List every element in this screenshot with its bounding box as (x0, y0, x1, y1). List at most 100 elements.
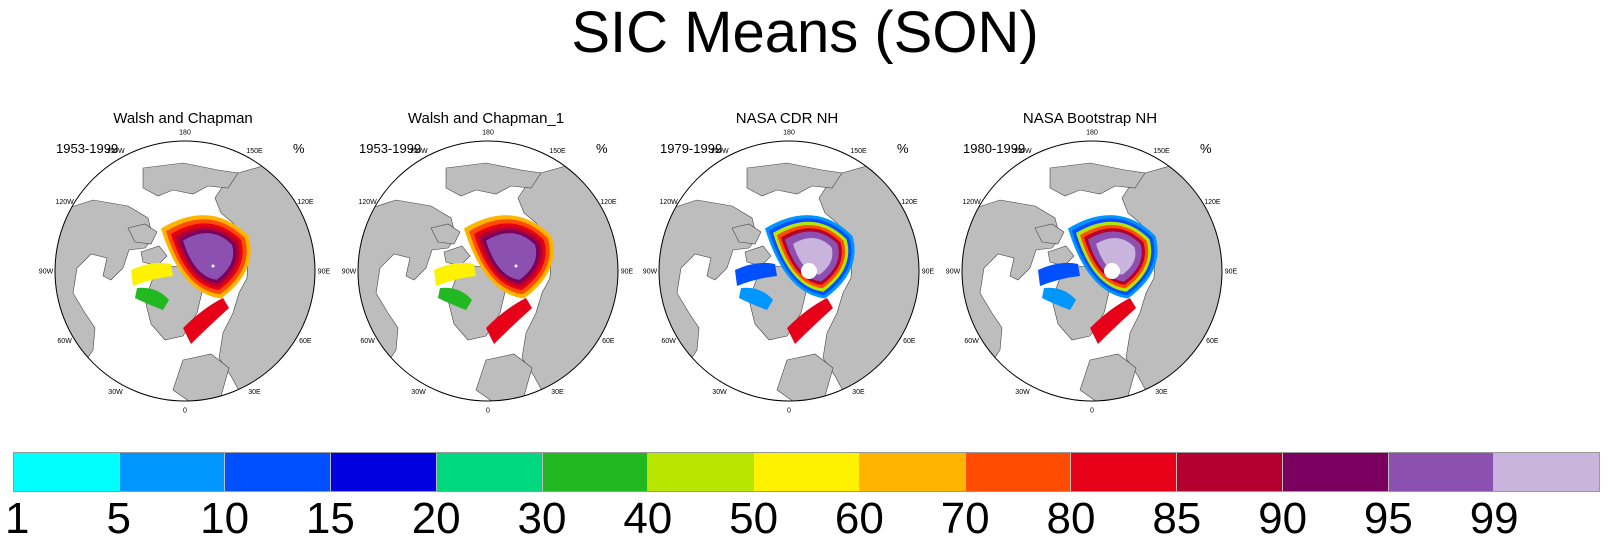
map-panel: 180 150E 120E 90E 60E 30E 0 30W 60W 90W 120W 150W NA… (637, 108, 937, 418)
longitude-label: 60E (1206, 338, 1219, 345)
colorbar-label: 90 (1258, 494, 1308, 543)
colorbar-swatch (119, 453, 226, 491)
longitude-label: 30W (1015, 389, 1030, 396)
longitude-label: 120E (1204, 199, 1221, 206)
panel-title: Walsh and Chapman (113, 110, 253, 127)
longitude-label: 150E (549, 148, 566, 155)
longitude-label: 90W (39, 269, 54, 276)
panel-unit: % (1200, 141, 1212, 156)
colorbar-swatch (754, 453, 860, 491)
colorbar-swatch (965, 453, 1072, 491)
longitude-label: 180 (482, 130, 494, 137)
panel-period: 1953-1999 (56, 141, 119, 156)
panel-unit: % (596, 141, 608, 156)
longitude-label: 150W (409, 148, 428, 155)
colorbar-swatch (1388, 453, 1495, 491)
panel-period: 1953-1999 (359, 141, 422, 156)
colorbar-swatch (859, 453, 966, 491)
longitude-label: 150W (710, 148, 729, 155)
longitude-label: 120E (600, 199, 617, 206)
panel-title: Walsh and Chapman_1 (407, 110, 565, 127)
polar-map: 180 150E 120E 90E 60E 30E 0 30W 60W 90W 120W 150W (39, 130, 331, 415)
longitude-label: 30W (411, 389, 426, 396)
colorbar-swatch (225, 453, 332, 491)
polar-map: 180 150E 120E 90E 60E 30E 0 30W 60W 90W 120W 150W (643, 130, 935, 415)
longitude-label: 120W (358, 199, 377, 206)
longitude-label: 30W (108, 389, 123, 396)
colorbar-label: 50 (729, 494, 779, 543)
longitude-label: 150W (1013, 148, 1032, 155)
panel-unit: % (897, 141, 909, 156)
colorbar-label: 40 (623, 494, 673, 543)
longitude-label: 90W (342, 269, 357, 276)
colorbar-swatch (1494, 453, 1600, 491)
longitude-label: 90W (946, 269, 961, 276)
colorbar-label: 20 (411, 494, 461, 543)
map-panel: 180 150E 120E 90E 60E 30E 0 30W 60W 90W 120W 150W Wa… (33, 108, 333, 418)
map-panel: 180 150E 120E 90E 60E 30E 0 30W 60W 90W 120W 150W Wa… (336, 108, 636, 418)
longitude-label: 0 (787, 408, 791, 415)
longitude-label: 0 (1090, 408, 1094, 415)
longitude-label: 0 (486, 408, 490, 415)
polar-map: 180 150E 120E 90E 60E 30E 0 30W 60W 90W 120W 150W (342, 130, 634, 415)
panel-title: NASA CDR NH (735, 110, 839, 127)
longitude-label: 90E (318, 269, 331, 276)
colorbar-swatch (331, 453, 437, 491)
longitude-label: 180 (179, 130, 191, 137)
longitude-label: 120W (659, 199, 678, 206)
colorbar-label: 1 (5, 494, 30, 543)
longitude-label: 150W (106, 148, 125, 155)
colorbar-swatch (542, 453, 649, 491)
longitude-label: 30E (1155, 389, 1168, 396)
longitude-label: 150E (246, 148, 263, 155)
longitude-label: 150E (850, 148, 867, 155)
longitude-label: 90W (643, 269, 658, 276)
longitude-label: 60W (661, 338, 676, 345)
colorbar-swatch (1282, 453, 1389, 491)
longitude-label: 120E (297, 199, 314, 206)
longitude-label: 180 (1086, 130, 1098, 137)
longitude-label: 30E (248, 389, 261, 396)
longitude-label: 90E (1225, 269, 1238, 276)
longitude-label: 60W (964, 338, 979, 345)
longitude-label: 120W (962, 199, 981, 206)
longitude-label: 60W (57, 338, 72, 345)
colorbar-label: 10 (200, 494, 250, 543)
colorbar-label: 5 (106, 494, 132, 543)
polar-map: 180 150E 120E 90E 60E 30E 0 30W 60W 90W 120W 150W (946, 130, 1238, 415)
colorbar-label: 70 (940, 494, 990, 543)
map-panel: 180 150E 120E 90E 60E 30E 0 30W 60W 90W 120W 150W NA… (940, 108, 1240, 418)
colorbar-label: 85 (1152, 494, 1202, 543)
longitude-label: 30E (551, 389, 564, 396)
colorbar-swatch (648, 453, 755, 491)
colorbar-swatch (1071, 453, 1178, 491)
longitude-label: 150E (1153, 148, 1170, 155)
panel-period: 1980-1999 (963, 141, 1026, 156)
colorbar-label: 95 (1363, 494, 1413, 543)
main-title: SIC Means (SON) (571, 0, 1039, 65)
longitude-label: 60E (602, 338, 615, 345)
longitude-label: 180 (783, 130, 795, 137)
colorbar-label: 99 (1469, 494, 1519, 543)
colorbar (13, 452, 1600, 492)
longitude-label: 90E (621, 269, 634, 276)
longitude-label: 60E (299, 338, 312, 345)
longitude-label: 30E (852, 389, 865, 396)
longitude-label: 90E (922, 269, 935, 276)
colorbar-label: 60 (834, 494, 884, 543)
colorbar-swatch (436, 453, 543, 491)
longitude-label: 60E (903, 338, 916, 345)
colorbar-swatch (1177, 453, 1283, 491)
colorbar-swatch (14, 453, 120, 491)
panel-unit: % (293, 141, 305, 156)
longitude-label: 120E (901, 199, 918, 206)
longitude-label: 30W (712, 389, 727, 396)
panel-title: NASA Bootstrap NH (1022, 110, 1158, 127)
panel-period: 1979-1999 (660, 141, 723, 156)
longitude-label: 60W (360, 338, 375, 345)
colorbar-label: 80 (1046, 494, 1096, 543)
colorbar-label: 15 (305, 494, 355, 543)
longitude-label: 0 (183, 408, 187, 415)
longitude-label: 120W (55, 199, 74, 206)
colorbar-label: 30 (517, 494, 567, 543)
